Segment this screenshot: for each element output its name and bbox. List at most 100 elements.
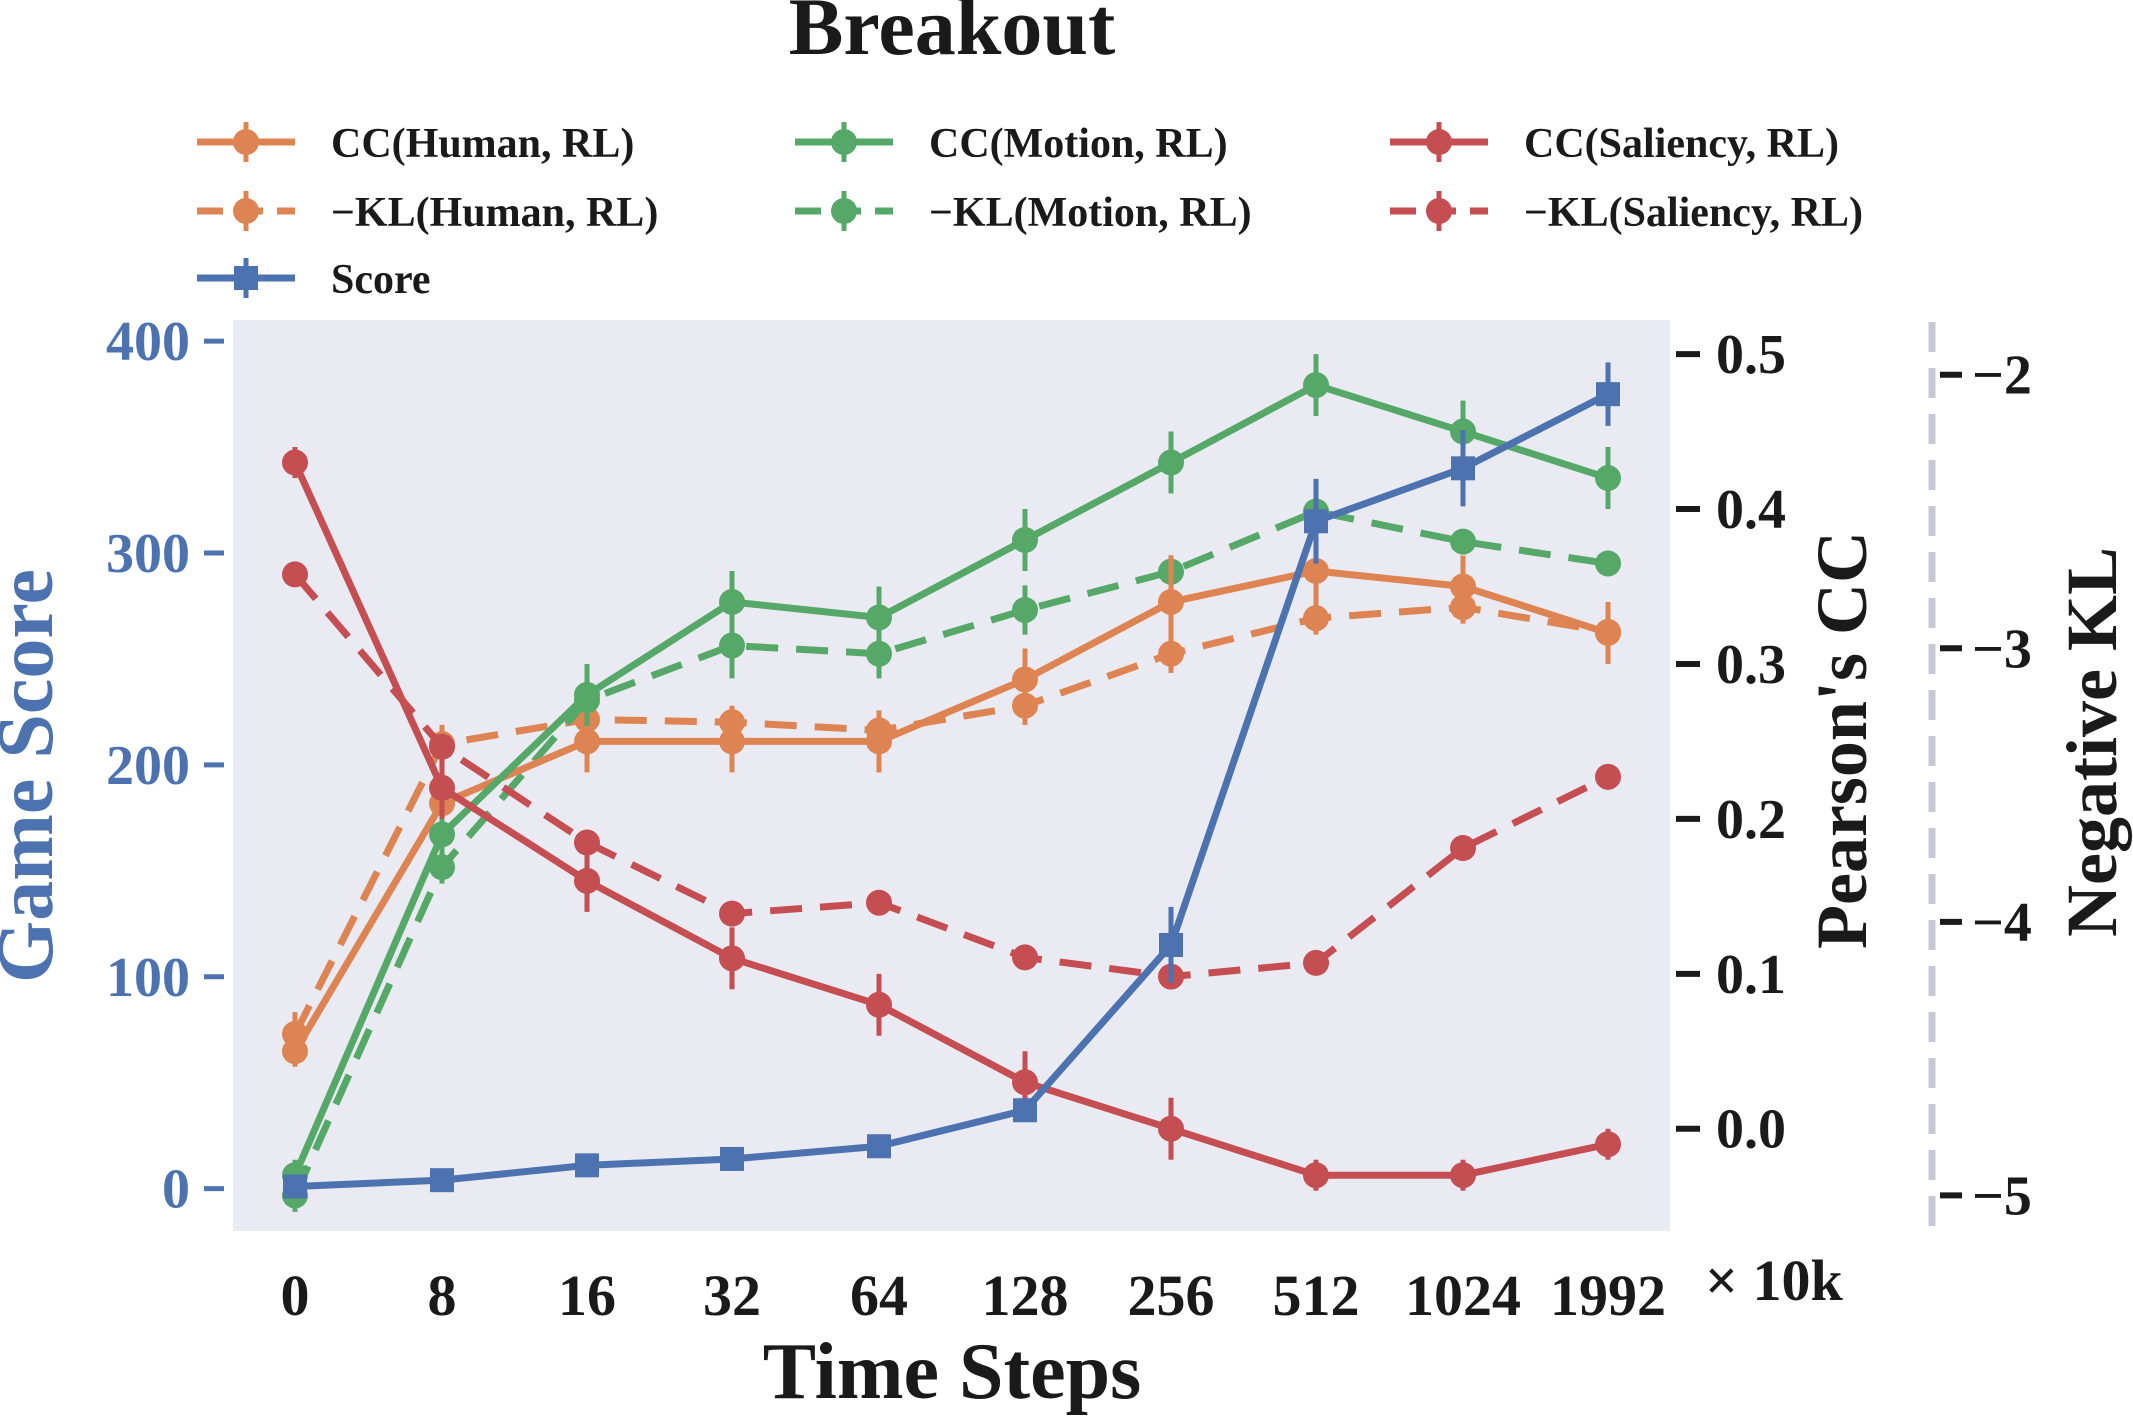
data-point bbox=[430, 1168, 454, 1193]
data-point bbox=[1012, 944, 1038, 971]
cc-axis-label: Pearson's CC bbox=[1802, 531, 1882, 949]
data-point bbox=[1595, 619, 1621, 646]
data-point bbox=[1450, 573, 1476, 600]
legend-marker bbox=[234, 266, 258, 290]
legend-marker bbox=[831, 198, 857, 224]
left-axis-tick-label: 200 bbox=[106, 735, 190, 797]
data-point bbox=[1158, 588, 1184, 615]
x-tick-label: 1024 bbox=[1405, 1263, 1521, 1328]
legend-label: CC(Motion, RL) bbox=[929, 121, 1228, 167]
legend-entry: −KL(Human, RL) bbox=[197, 190, 658, 236]
x-tick-label: 8 bbox=[428, 1263, 457, 1328]
x-tick-label: 1992 bbox=[1550, 1263, 1666, 1328]
data-point bbox=[282, 1038, 308, 1065]
data-point bbox=[866, 728, 892, 755]
left-axis-tick-label: 100 bbox=[106, 947, 190, 1009]
cc-axis-tick-label: 0.2 bbox=[1716, 789, 1786, 851]
data-point bbox=[1158, 449, 1184, 476]
data-point bbox=[1450, 1162, 1476, 1189]
data-point bbox=[282, 449, 308, 476]
data-point bbox=[283, 1174, 307, 1199]
x-tick-label: 512 bbox=[1273, 1263, 1360, 1328]
data-point bbox=[429, 733, 455, 760]
x-tick-label: 64 bbox=[850, 1263, 908, 1328]
legend-marker bbox=[831, 129, 857, 155]
data-point bbox=[866, 640, 892, 667]
legend-label: CC(Human, RL) bbox=[331, 121, 634, 167]
data-point bbox=[1304, 509, 1328, 534]
legend-entry: CC(Human, RL) bbox=[197, 121, 634, 167]
data-point bbox=[1158, 640, 1184, 667]
data-point bbox=[1595, 763, 1621, 790]
data-point bbox=[1303, 949, 1329, 976]
legend-label: −KL(Human, RL) bbox=[331, 190, 658, 236]
cc-axis-tick-label: 0.4 bbox=[1716, 479, 1786, 541]
data-point bbox=[719, 588, 745, 615]
kl-axis-label: Negative KL bbox=[2052, 547, 2132, 937]
legend-label: CC(Saliency, RL) bbox=[1524, 121, 1839, 167]
data-point bbox=[429, 854, 455, 881]
x-tick-label: 32 bbox=[703, 1263, 761, 1328]
legend: CC(Human, RL) CC(Motion, RL) CC(Saliency, … bbox=[197, 121, 1863, 303]
legend-entry: Score bbox=[197, 257, 431, 303]
left-axis-label: Game Score bbox=[0, 569, 70, 983]
data-point bbox=[1451, 456, 1475, 481]
data-point bbox=[1596, 382, 1620, 407]
data-point bbox=[574, 728, 600, 755]
cc-axis-tick-label: 0.0 bbox=[1716, 1099, 1786, 1161]
legend-marker bbox=[233, 129, 259, 155]
kl-axis-tick-label: −4 bbox=[1972, 892, 2032, 954]
data-point bbox=[719, 728, 745, 755]
data-point bbox=[574, 829, 600, 856]
cc-axis-tick-label: 0.3 bbox=[1716, 634, 1786, 696]
left-axis-tick-label: 0 bbox=[162, 1159, 190, 1221]
series-line bbox=[291, 508, 1609, 1197]
kl-axis-tick-label: −5 bbox=[1972, 1165, 2032, 1227]
cc-axis-tick-label: 0.5 bbox=[1716, 324, 1786, 386]
data-point bbox=[574, 867, 600, 894]
kl-axis-tick-label: −3 bbox=[1972, 618, 2032, 680]
series-cc-human-rl bbox=[282, 524, 1621, 1067]
legend-label: Score bbox=[331, 257, 431, 303]
data-point bbox=[1013, 1098, 1037, 1123]
series-line bbox=[291, 567, 1610, 1054]
left-axis-tick-label: 400 bbox=[106, 311, 190, 373]
data-point bbox=[1450, 528, 1476, 555]
data-point bbox=[867, 1134, 891, 1159]
chart-title: Breakout bbox=[789, 0, 1116, 72]
data-point bbox=[1303, 605, 1329, 632]
x-axis-label: Time Steps bbox=[763, 1328, 1142, 1416]
legend-entry: CC(Saliency, RL) bbox=[1390, 121, 1839, 167]
data-point bbox=[1595, 550, 1621, 577]
data-point bbox=[1595, 465, 1621, 492]
series-line bbox=[291, 461, 1609, 1179]
x-tick-label: 128 bbox=[982, 1263, 1069, 1328]
kl-axis-tick-label: −2 bbox=[1972, 345, 2032, 407]
legend-entry: −KL(Motion, RL) bbox=[795, 190, 1252, 236]
data-point bbox=[866, 604, 892, 631]
series-cc-saliency-rl bbox=[282, 447, 1621, 1191]
data-point bbox=[1159, 932, 1183, 957]
data-point bbox=[429, 774, 455, 801]
data-point bbox=[1012, 596, 1038, 623]
data-point bbox=[574, 681, 600, 708]
series-kl-saliency-rl bbox=[282, 561, 1621, 990]
data-point bbox=[1303, 557, 1329, 584]
data-point bbox=[1158, 1115, 1184, 1142]
plot-area bbox=[233, 320, 1670, 1231]
legend-marker bbox=[233, 198, 259, 224]
data-point bbox=[866, 991, 892, 1018]
series-line bbox=[294, 391, 1610, 1191]
data-point bbox=[720, 1146, 744, 1171]
legend-label: −KL(Saliency, RL) bbox=[1524, 190, 1863, 236]
data-point bbox=[429, 821, 455, 848]
legend-marker bbox=[1426, 129, 1452, 155]
legend-marker bbox=[1426, 198, 1452, 224]
data-point bbox=[282, 561, 308, 588]
data-point bbox=[575, 1153, 599, 1178]
series-score bbox=[283, 362, 1620, 1199]
data-point bbox=[866, 889, 892, 916]
data-point bbox=[719, 632, 745, 659]
x-tick-label: 16 bbox=[558, 1263, 616, 1328]
